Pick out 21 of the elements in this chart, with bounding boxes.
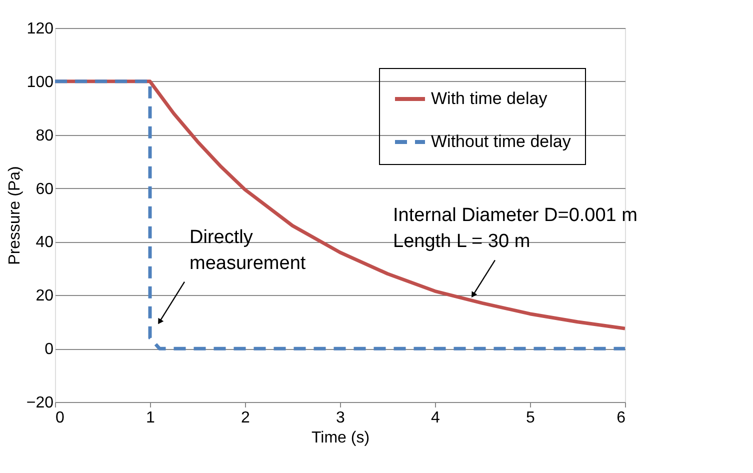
y-tick-label: 80 bbox=[36, 127, 54, 144]
x-tick-label: 2 bbox=[241, 410, 250, 426]
y-tick-label: 0 bbox=[44, 341, 54, 358]
annotation: Internal Diameter D=0.001 m Length L = 30 m bbox=[393, 205, 638, 252]
annotation: Directly measurement bbox=[190, 226, 306, 274]
y-tick-label: 100 bbox=[26, 74, 54, 91]
x-tick-label: 0 bbox=[56, 410, 64, 426]
x-tick-label: 4 bbox=[431, 410, 440, 426]
x-axis-title: Time (s) bbox=[311, 430, 370, 446]
y-tick-label: −20 bbox=[26, 394, 54, 412]
x-tick-label: 1 bbox=[146, 410, 156, 426]
legend-label: Without time delay bbox=[431, 132, 572, 151]
y-tick-label: 40 bbox=[36, 234, 54, 252]
x-tick-label: 5 bbox=[526, 410, 536, 426]
legend-label: With time delay bbox=[431, 89, 548, 108]
y-tick-label: 120 bbox=[26, 20, 54, 38]
y-axis-title: Pressure (Pa) bbox=[6, 166, 24, 265]
y-tick-label: 20 bbox=[36, 288, 54, 305]
y-tick-label: 60 bbox=[36, 180, 54, 198]
x-tick-label: 6 bbox=[616, 410, 626, 426]
x-tick-label: 3 bbox=[336, 410, 346, 426]
